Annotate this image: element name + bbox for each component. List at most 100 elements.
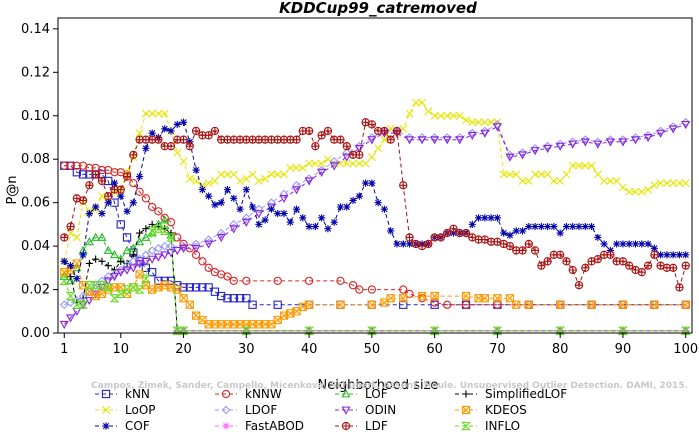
loop-point [669,179,678,188]
knn-point [204,283,213,292]
ldf-point [292,135,301,144]
x-tick-label: 1 [60,342,68,357]
ldof-point [279,189,289,199]
ldf-point [166,142,176,151]
legend: kNN kNNW LOF SimplifiedLOF LoOP LDOF ODIN KDEOS… [95,387,567,433]
knnw-point [348,281,358,290]
loop-point [505,170,514,179]
y-tick-label: 0.02 [21,283,50,298]
knn-point [154,276,163,286]
knnw-point [242,276,251,286]
cof-point [79,251,87,259]
cof-point [330,218,338,226]
ldf-point [179,135,188,144]
knnw-point [430,298,439,307]
ldof-point [292,180,301,190]
cof-point [117,192,125,200]
loop-point [355,159,364,168]
lof-point [66,276,76,285]
odin-point [630,136,641,145]
ldf-point [505,241,515,251]
cof-point [387,227,395,235]
series-inflo [59,224,691,335]
odin-point [153,253,163,262]
ldf-point [650,250,659,259]
inflo-point [97,281,107,290]
legend-marker-inflo [461,421,471,431]
knnw-point [141,194,151,203]
ldf-point [191,126,201,136]
lof-point [141,232,151,241]
loop-point [581,161,590,170]
ldf-point [85,181,94,190]
cof-point [575,222,583,231]
ldf-point [392,126,402,136]
ldf-point [543,257,552,266]
loop-point [361,159,370,168]
lof-point [135,237,145,246]
ldf-point [669,263,678,272]
plot-frame [57,17,693,334]
legend-label: FastABOD [245,419,304,433]
kdeos-point [336,300,345,309]
loop-point [575,161,583,170]
cof-point [179,118,188,126]
cof-point [230,194,238,202]
loop-point [443,111,452,120]
odin-point [354,144,364,154]
kdeos-line [64,262,686,325]
loop-point [631,187,640,196]
loop-point [650,181,659,190]
ldf-point [556,250,565,259]
legend-label: KDEOS [485,403,527,417]
loop-point [568,161,577,170]
knn-point [229,294,238,303]
cof-point [299,214,307,222]
ldf-point [342,142,351,151]
lof-point [122,245,132,254]
inflo-point [65,291,76,301]
lof-point [160,215,170,224]
ldof-point [342,148,352,158]
cof-point [236,205,244,213]
chart-title: KDDCup99_catremoved [279,0,477,17]
ldf-point [399,181,408,190]
cof-point [311,222,319,231]
kdeos-point [367,300,377,309]
ldf-point [461,228,471,238]
ldof-point [329,157,339,166]
loop-line [63,102,686,262]
cof-point [481,214,489,222]
kdeos-point [135,270,144,279]
loop-point [656,179,665,188]
x-tick-label: 50 [364,342,381,357]
loop-point [292,163,301,172]
kdeos-point [461,291,471,301]
legend-label: LOF [365,387,388,401]
legend-marker-kdeos [461,405,471,415]
cof-point [380,205,389,213]
cof-point [274,209,282,218]
ldf-point [424,239,433,249]
odin-point [135,260,145,269]
knn-point [185,283,194,292]
inflo-point [147,226,158,236]
cof-point [110,179,119,187]
legend-label: LDOF [245,403,277,417]
loop-point [436,111,445,120]
knnw-point [154,207,163,216]
odin-point [122,266,132,275]
x-tick-label: 100 [673,342,698,357]
cof-point [136,172,144,181]
knnw-point [355,285,364,294]
cof-point [518,227,527,235]
legend-item-loop: LoOP [95,403,156,417]
inflo-point [140,274,151,283]
cof-point [167,127,175,135]
loop-point [618,183,627,192]
inflo-point [492,326,503,335]
odin-point [681,121,691,130]
odin-point [191,244,201,254]
loop-point [279,170,288,179]
cof-point [374,199,382,207]
